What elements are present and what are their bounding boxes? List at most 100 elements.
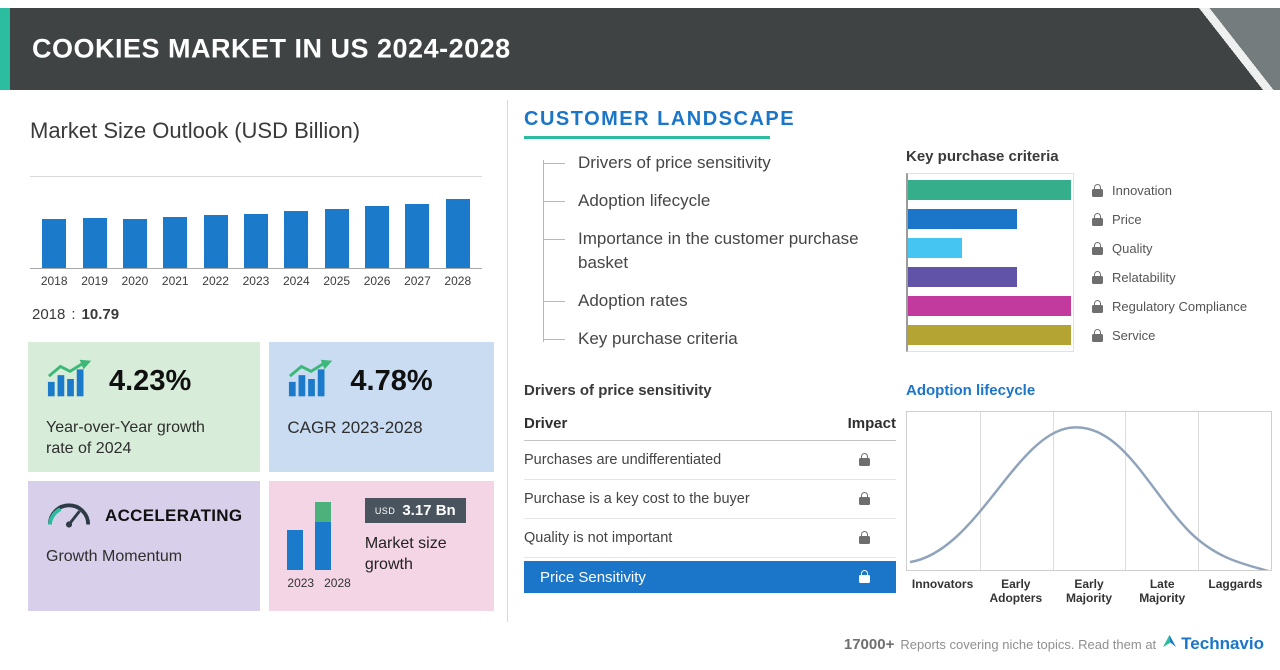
criteria-bar-innovation xyxy=(908,180,1072,200)
market-bar-slot xyxy=(195,215,235,268)
lock-icon xyxy=(859,570,870,583)
header-banner: COOKIES MARKET IN US 2024-2028 xyxy=(0,8,1280,90)
landscape-list: Drivers of price sensitivity Adoption li… xyxy=(524,144,872,358)
driver-label: Purchase is a key cost to the buyer xyxy=(524,491,750,507)
market-bar-2028 xyxy=(445,199,470,268)
cagr-value: 4.78% xyxy=(350,365,433,397)
drivers-rows: Purchases are undifferentiated Purchase i… xyxy=(524,441,896,558)
impact-column-header: Impact xyxy=(847,415,896,432)
base-note-separator: : xyxy=(71,306,76,323)
gridline xyxy=(1198,412,1200,570)
legend-label: Relatability xyxy=(1112,270,1176,285)
momentum-label: Growth Momentum xyxy=(46,548,183,565)
legend-item-relatability: Relatability xyxy=(1092,263,1247,292)
growth-chart-icon xyxy=(287,359,337,404)
market-labels-row: 2018 2019 2020 2021 2022 2023 2024 2025 2026 2027… xyxy=(30,274,482,288)
lock-icon xyxy=(1092,183,1103,197)
market-bar-slot xyxy=(317,209,357,268)
market-bar-year: 2028 xyxy=(444,274,472,288)
market-bar-2025 xyxy=(324,209,349,268)
lock-icon xyxy=(1092,299,1103,313)
adoption-lifecycle-title: Adoption lifecycle xyxy=(906,382,1036,399)
market-bar-2021 xyxy=(163,217,188,268)
mini-year-end: 2028 xyxy=(324,576,351,590)
market-size-growth-card: 2023 2028 USD 3.17 Bn Market size growth xyxy=(269,481,494,611)
legend-item-quality: Quality xyxy=(1092,234,1247,263)
drivers-table-header: Driver Impact xyxy=(524,415,896,441)
market-bar-slot xyxy=(34,219,74,268)
market-bar-year: 2025 xyxy=(323,274,351,288)
lock-icon xyxy=(859,492,870,505)
market-bar-year: 2021 xyxy=(161,274,189,288)
lock-icon xyxy=(1092,270,1103,284)
technavio-brand-link[interactable]: Technavio xyxy=(1162,634,1264,654)
gridline xyxy=(1125,412,1127,570)
base-value: 10.79 xyxy=(81,306,120,323)
driver-label: Quality is not important xyxy=(524,530,673,546)
market-bar-2024 xyxy=(284,211,309,268)
speedometer-icon xyxy=(46,498,92,533)
growth-chart-icon xyxy=(46,359,96,404)
market-bar-slot xyxy=(397,204,437,268)
landscape-item-adoption-lifecycle: Adoption lifecycle xyxy=(543,182,872,220)
market-bar-year: 2026 xyxy=(363,274,391,288)
market-bar-slot xyxy=(115,219,155,268)
price-sensitivity-label: Price Sensitivity xyxy=(540,568,646,586)
mini-bar-2023 xyxy=(287,530,304,570)
header-accent-stripe xyxy=(0,8,10,90)
gridline xyxy=(979,412,981,570)
growth-card-label: Market size growth xyxy=(364,535,447,573)
criteria-bars xyxy=(906,173,1074,352)
legend-label: Regulatory Compliance xyxy=(1112,299,1248,314)
yoy-growth-card: 4.23% Year-over-Year growth rate of 2024 xyxy=(28,342,261,472)
mini-bar-2028-growth-segment xyxy=(315,502,332,522)
legend-label: Innovation xyxy=(1112,183,1172,198)
market-bar-slot xyxy=(357,206,397,268)
market-bar-2027 xyxy=(405,204,430,268)
stat-cards: 4.23% Year-over-Year growth rate of 2024… xyxy=(28,342,494,611)
key-purchase-criteria-title: Key purchase criteria xyxy=(906,148,1059,165)
mini-year-start: 2023 xyxy=(287,576,315,590)
mini-bar-2028-base-segment xyxy=(315,522,332,570)
lock-icon xyxy=(1092,328,1103,342)
panel-divider xyxy=(507,100,508,622)
market-bar-slot xyxy=(155,217,195,268)
criteria-bar-relatability xyxy=(908,267,1017,287)
driver-label: Purchases are undifferentiated xyxy=(524,452,722,468)
lock-icon xyxy=(859,531,870,544)
market-bars-row xyxy=(30,187,482,269)
bell-curve xyxy=(909,426,1269,570)
page-title: COOKIES MARKET IN US 2024-2028 xyxy=(32,33,511,64)
legend-label: Service xyxy=(1112,328,1156,343)
drivers-title: Drivers of price sensitivity xyxy=(524,382,712,399)
stage-label-late-majority: Late Majority xyxy=(1139,577,1186,605)
lock-icon xyxy=(1092,212,1103,226)
market-bar-slot xyxy=(438,199,478,268)
market-bar-slot xyxy=(236,214,276,268)
landscape-item-price-sensitivity: Drivers of price sensitivity xyxy=(543,144,872,182)
adoption-lifecycle-block: Adoption lifecycle Innovators Early Adopt… xyxy=(906,382,1272,605)
stage-label-laggards: Laggards xyxy=(1208,577,1263,591)
stage-label-early-adopters: Early Adopters xyxy=(989,577,1043,605)
base-year-note: 2018:10.79 xyxy=(32,306,119,323)
driver-row: Purchase is a key cost to the buyer xyxy=(524,480,896,519)
lock-icon xyxy=(859,453,870,466)
stage-label-early-majority: Early Majority xyxy=(1065,577,1112,605)
legend-item-regulatory-compliance: Regulatory Compliance xyxy=(1092,292,1247,321)
driver-column-header: Driver xyxy=(524,415,568,432)
badge-value: 3.17 Bn xyxy=(402,502,456,519)
adoption-lifecycle-chart xyxy=(906,411,1272,571)
customer-landscape-title: CUSTOMER LANDSCAPE xyxy=(524,108,796,130)
market-bar-year: 2018 xyxy=(40,274,68,288)
market-bar-2026 xyxy=(365,206,390,268)
drivers-of-price-sensitivity-block: Drivers of price sensitivity Driver Impa… xyxy=(524,382,896,593)
yoy-growth-label: Year-over-Year growth rate of 2024 xyxy=(46,419,205,457)
technavio-logo-icon xyxy=(1162,634,1177,654)
landscape-item-adoption-rates: Adoption rates xyxy=(543,282,872,320)
criteria-legend: Innovation Price Quality Relatability Regula… xyxy=(1074,173,1247,352)
market-bar-2020 xyxy=(122,219,147,268)
growth-mini-chart: 2023 2028 xyxy=(287,498,351,590)
criteria-bar-service xyxy=(908,325,1072,345)
adoption-stages: Innovators Early Adopters Early Majority La… xyxy=(906,577,1272,605)
